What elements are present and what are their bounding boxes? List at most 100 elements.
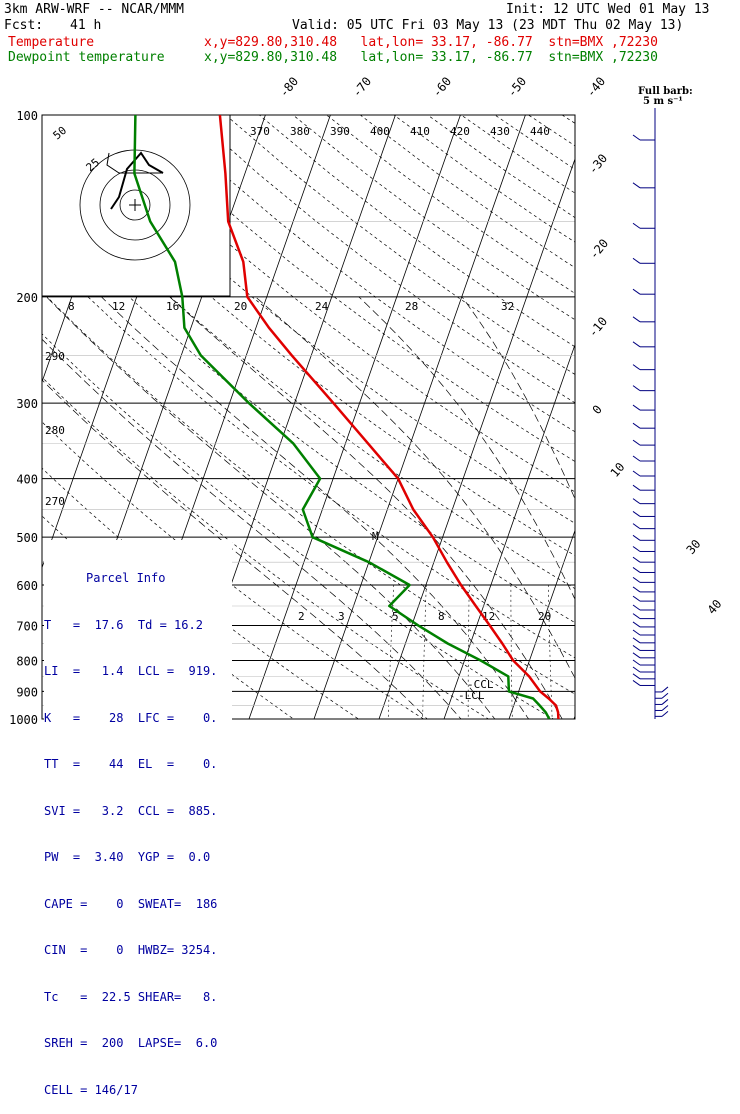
theta-label: 390	[330, 125, 350, 138]
wind-barb	[633, 653, 640, 658]
isotherm-label: -60	[430, 74, 455, 100]
theta-label: 440	[530, 125, 550, 138]
mixing-ratio-line	[468, 585, 469, 732]
isotherm-line	[375, 115, 591, 732]
parcel-row: Tc = 22.5 SHEAR= 8.	[44, 990, 232, 1006]
wind-barb	[633, 499, 640, 504]
pressure-label: 800	[16, 654, 38, 668]
wind-barb	[633, 546, 640, 551]
isotherm-label: 40	[705, 597, 725, 617]
pressure-label: 600	[16, 579, 38, 593]
parcel-row: CAPE = 0 SWEAT= 186	[44, 897, 232, 913]
parcel-row: T = 17.6 Td = 16.2	[44, 618, 232, 634]
dry-adiabat	[461, 115, 740, 732]
wind-barb	[633, 135, 640, 140]
isotherm-label: -50	[505, 74, 530, 100]
mixing-ratio-line	[548, 585, 552, 732]
theta-label: 270	[45, 495, 65, 508]
wind-barb	[633, 405, 640, 410]
isotherm-label: 30	[684, 537, 704, 557]
parcel-row: CELL = 146/17	[44, 1083, 232, 1099]
wind-barb	[633, 365, 640, 370]
speed-scale-label: 24	[315, 300, 329, 313]
mixing-ratio-line	[422, 585, 426, 732]
speed-scale-label: 20	[234, 300, 247, 313]
isotherm-line	[700, 115, 740, 732]
wind-barb	[633, 471, 640, 476]
theta-label: 370	[250, 125, 270, 138]
isotherm-label: -20	[587, 236, 612, 262]
parcel-row: SREH = 200 LAPSE= 6.0	[44, 1036, 232, 1052]
parcel-row: PW = 3.40 YGP = 0.0	[44, 850, 232, 866]
wind-barb	[633, 258, 640, 263]
wind-barb	[633, 557, 640, 562]
wind-barb	[633, 317, 640, 322]
dry-adiabat	[428, 115, 740, 732]
wind-barb	[633, 630, 640, 635]
wind-barb	[633, 605, 640, 610]
isotherm-label: -10	[586, 314, 611, 340]
wind-barb	[633, 223, 640, 228]
wind-barb	[633, 289, 640, 294]
pressure-label: 300	[16, 397, 38, 411]
wind-barb	[633, 596, 640, 601]
speed-scale-label: 16	[166, 300, 179, 313]
theta-label: 420	[450, 125, 470, 138]
wind-barb	[633, 535, 640, 540]
pressure-label: 100	[16, 109, 38, 123]
isotherm-label: -80	[277, 74, 302, 100]
dry-adiabat	[192, 115, 740, 732]
mixing-ratio-label: 2	[298, 610, 305, 623]
isotherm-label: -70	[350, 74, 375, 100]
wind-barb	[633, 614, 640, 619]
pressure-label: 400	[16, 473, 38, 487]
wind-barb	[633, 667, 640, 672]
level-marker-m: M	[372, 530, 379, 543]
wind-barb	[662, 687, 668, 692]
moist-adiabat	[359, 297, 635, 732]
temperature-line	[220, 115, 559, 719]
wind-barb	[633, 386, 640, 391]
theta-label: 400	[370, 125, 390, 138]
parcel-row: SVI = 3.2 CCL = 885.	[44, 804, 232, 820]
speed-scale-label: 12	[112, 300, 125, 313]
theta-label: 280	[45, 424, 65, 437]
pressure-label: 700	[16, 619, 38, 633]
wind-barb	[662, 693, 668, 698]
isotherm-label: -30	[586, 151, 611, 177]
lcl-marker: -LCL	[458, 689, 485, 702]
theta-label: 290	[45, 350, 65, 363]
dry-adiabat	[293, 115, 740, 732]
mixing-ratio-label: 3	[338, 610, 345, 623]
isotherm-label: 0	[590, 402, 605, 417]
dry-adiabat	[394, 115, 740, 732]
parcel-info-box: Parcel Info T = 17.6 Td = 16.2 LI = 1.4 …	[44, 540, 232, 1114]
speed-scale-label: 8	[68, 300, 75, 313]
wind-barb	[662, 711, 668, 716]
wind-barb	[633, 440, 640, 445]
wind-barb	[662, 699, 668, 704]
isotherm-line	[0, 115, 5, 732]
parcel-row: K = 28 LFC = 0.	[44, 711, 232, 727]
theta-label: 380	[290, 125, 310, 138]
theta-label: 410	[410, 125, 430, 138]
speed-scale-label: 32	[501, 300, 514, 313]
dry-adiabat	[562, 115, 740, 732]
pressure-label: 200	[16, 291, 38, 305]
parcel-info-title: Parcel Info	[44, 571, 232, 587]
wind-barb	[633, 423, 640, 428]
wind-barb	[633, 485, 640, 490]
wind-barb	[633, 567, 640, 572]
wind-barb	[633, 511, 640, 516]
wind-barb	[633, 456, 640, 461]
speed-scale-label: 28	[405, 300, 418, 313]
mixing-ratio-line	[598, 585, 606, 732]
wind-barb	[633, 674, 640, 679]
wind-barb	[662, 705, 668, 710]
isotherm-line	[635, 115, 740, 732]
mixing-ratio-label: 8	[438, 610, 445, 623]
wind-barb	[633, 622, 640, 627]
parcel-row: LI = 1.4 LCL = 919.	[44, 664, 232, 680]
dry-adiabat	[327, 115, 740, 732]
wind-barb	[633, 638, 640, 643]
